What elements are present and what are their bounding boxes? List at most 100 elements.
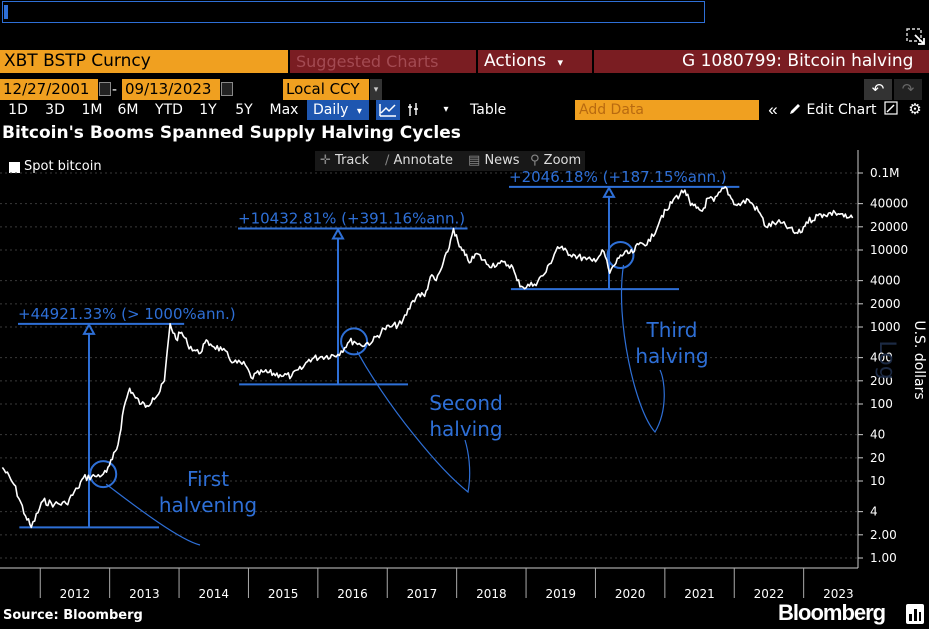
track-label: Track (335, 153, 370, 168)
actions-menu-button[interactable]: Actions ▾ (478, 50, 592, 73)
y-tick-label: 20000 (870, 220, 908, 234)
zoom-label: Zoom (543, 153, 582, 168)
arrow-head (602, 185, 616, 198)
y-tick-label: 400 (870, 351, 893, 365)
x-tick-label: 2016 (337, 587, 368, 600)
x-tick-label: 2019 (545, 587, 576, 600)
x-tick-label: 2017 (407, 587, 438, 600)
halving-callout-line (620, 264, 665, 434)
halving-label: First (187, 467, 229, 491)
date-separator: - (112, 81, 117, 98)
x-tick-label: 2015 (268, 587, 299, 600)
news-label: News (484, 153, 520, 168)
y-tick-label: 10 (870, 474, 885, 488)
period-3d-button[interactable]: 3D (45, 102, 65, 118)
halving-marker (606, 241, 635, 270)
y-tick-label: 100 (870, 397, 893, 411)
arrow-head (82, 322, 96, 335)
crosshair-icon: ✛ (320, 153, 331, 168)
x-tick-label: 2012 (60, 587, 91, 600)
chevron-down-icon: ▾ (356, 106, 362, 117)
halving-label: Third (645, 318, 697, 342)
line-chart-type-button[interactable] (376, 100, 400, 120)
candlestick-icon[interactable] (403, 100, 423, 120)
redo-button[interactable]: ↷ (894, 79, 922, 100)
y-axis: 1.00 2.00 4 10 20 40 100 200 400 1000 2000 4000 1000… (857, 150, 908, 568)
y-tick-label: 4 (870, 505, 878, 519)
suggested-charts-button[interactable]: Suggested Charts (290, 50, 476, 73)
x-tick-label: 2013 (129, 587, 160, 600)
period-1m-button[interactable]: 1M (81, 102, 103, 118)
series-layer (1, 186, 854, 529)
x-tick-label: 2022 (754, 587, 785, 600)
chevron-down-icon[interactable]: ▾ (370, 79, 382, 100)
y-tick-label: 10000 (870, 243, 908, 257)
undo-button[interactable]: ↶ (864, 79, 892, 100)
calendar-icon[interactable] (99, 82, 111, 96)
x-tick-label: 2020 (615, 587, 646, 600)
add-data-input[interactable]: Add Data (575, 100, 759, 120)
gear-icon[interactable]: ⚙ (908, 101, 922, 118)
annotate-tool-button[interactable]: ∕ Annotate (385, 151, 453, 171)
pencil-icon: ∕ (385, 153, 390, 168)
news-tool-button[interactable]: ▤ News (468, 151, 520, 171)
magnifier-icon: ⚲ (530, 153, 540, 168)
command-caret (4, 5, 8, 19)
y-axis-label: U.S. dollars (911, 320, 927, 399)
command-line-input[interactable] (2, 1, 705, 23)
x-tick-label: 2021 (684, 587, 715, 600)
y-tick-label: 0.1M (870, 166, 899, 180)
track-tool-button[interactable]: ✛ Track (320, 151, 369, 171)
popout-icon[interactable] (906, 28, 926, 46)
legend-label: Spot bitcoin (24, 159, 102, 174)
period-1y-button[interactable]: 1Y (199, 102, 217, 118)
price-series-line (1, 186, 854, 529)
frequency-label: Daily (313, 102, 349, 118)
ticker-field[interactable]: XBT BSTP Curncy (0, 50, 288, 73)
period-max-button[interactable]: Max (269, 102, 299, 118)
edit-chart-button[interactable]: Edit Chart (788, 100, 878, 120)
pencil-icon (790, 104, 800, 114)
halving-label: halving (429, 417, 502, 441)
halving-marker (89, 460, 118, 489)
period-6m-button[interactable]: 6M (117, 102, 139, 118)
suggested-charts-label: Suggested Charts (296, 52, 439, 71)
y-tick-label: 2000 (870, 297, 901, 311)
table-button[interactable]: Table (470, 102, 507, 118)
start-date-field[interactable]: 12/27/2001 (0, 79, 98, 100)
calendar-icon[interactable] (221, 82, 233, 96)
halving-marker (340, 327, 369, 356)
currency-select[interactable]: Local CCY (283, 79, 369, 100)
chevron-down-icon[interactable]: ▾ (443, 104, 449, 115)
gain-label: +2046.18% (+187.15%ann.) (509, 168, 727, 186)
line-chart-icon (379, 104, 396, 117)
halving-label: Second (429, 391, 503, 415)
edit-chart-label: Edit Chart (806, 102, 877, 118)
chevron-down-icon: ▾ (557, 56, 564, 69)
frequency-select[interactable]: Daily ▾ (307, 100, 369, 120)
collapse-icon[interactable]: « (768, 100, 778, 119)
window-title: G 1080799: Bitcoin halving (594, 50, 929, 73)
end-date-field[interactable]: 09/13/2023 (122, 79, 220, 100)
halving-callout-line (105, 483, 201, 546)
zoom-tool-button[interactable]: ⚲ Zoom (530, 151, 581, 171)
gain-label: +10432.81% (+391.16%ann.) (238, 210, 465, 228)
log-scale-note: Log (874, 340, 899, 379)
y-tick-label: 40 (870, 428, 885, 442)
y-tick-label: 40000 (870, 197, 908, 211)
period-ytd-button[interactable]: YTD (155, 102, 183, 118)
period-5y-button[interactable]: 5Y (235, 102, 253, 118)
news-icon: ▤ (468, 153, 481, 168)
price-chart[interactable]: 2012 2013 2014 2015 2016 2017 2018 2019 2020 2021… (0, 145, 929, 600)
grid (0, 172, 858, 559)
source-note: Source: Bloomberg (3, 608, 143, 623)
draw-tool-icon[interactable] (882, 100, 900, 120)
y-tick-label: 2.00 (870, 528, 897, 542)
annotate-label: Annotate (393, 153, 454, 168)
bloomberg-chart-icon (906, 604, 924, 624)
y-tick-label: 1000 (870, 320, 901, 334)
period-1d-button[interactable]: 1D (8, 102, 28, 118)
x-tick-label: 2023 (823, 587, 854, 600)
actions-label: Actions (484, 51, 547, 71)
